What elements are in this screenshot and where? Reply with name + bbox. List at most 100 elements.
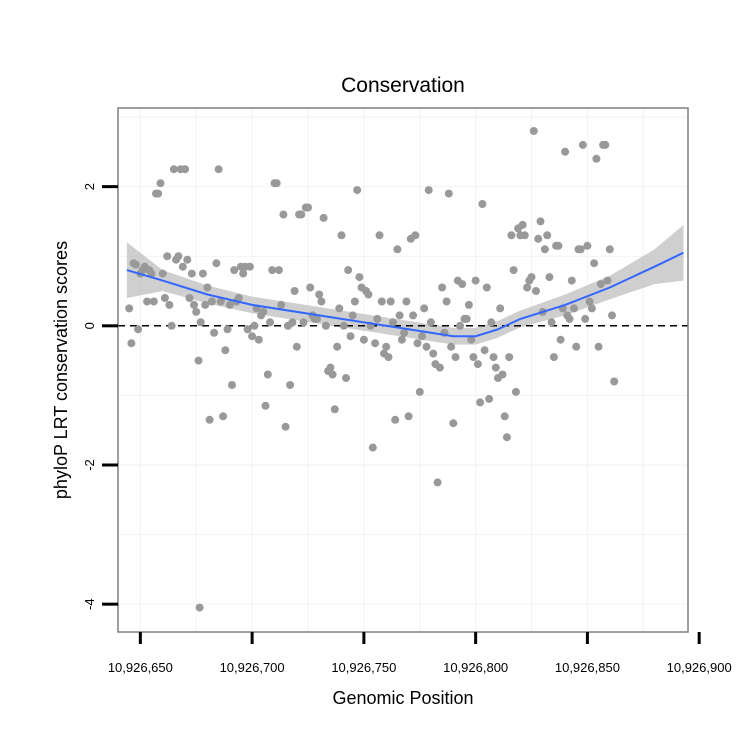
data-point xyxy=(424,186,433,195)
data-point xyxy=(234,294,243,302)
data-point xyxy=(328,370,337,379)
data-point xyxy=(339,321,348,330)
data-point xyxy=(413,339,422,348)
data-point xyxy=(592,154,601,163)
data-point xyxy=(368,443,377,452)
x-axis: 10,926,650 10,926,700 10,926,750 10,926,800… xyxy=(108,632,732,675)
data-point xyxy=(304,203,312,212)
data-point xyxy=(585,297,594,306)
data-point xyxy=(480,346,489,355)
trend-line xyxy=(126,251,684,338)
data-point xyxy=(154,189,163,198)
data-point xyxy=(375,231,384,240)
data-point xyxy=(545,273,554,282)
x-tick-label: 10,926,750 xyxy=(331,660,396,675)
data-point xyxy=(402,297,411,306)
data-point xyxy=(404,412,413,421)
data-point xyxy=(187,269,196,278)
data-point xyxy=(190,300,198,309)
data-point xyxy=(489,353,498,362)
data-point xyxy=(386,297,395,306)
data-point xyxy=(505,353,514,362)
data-point xyxy=(373,314,382,323)
data-point xyxy=(565,314,574,323)
data-point xyxy=(594,342,603,351)
data-point xyxy=(435,363,444,372)
data-point xyxy=(274,266,283,275)
data-point xyxy=(225,300,234,309)
data-point xyxy=(578,140,587,149)
data-point xyxy=(248,332,257,341)
y-tick-label: 0 xyxy=(82,322,97,329)
data-point xyxy=(198,269,207,278)
data-point xyxy=(587,304,596,313)
data-point xyxy=(192,307,201,316)
data-point xyxy=(210,328,219,337)
data-point xyxy=(346,332,355,341)
data-point xyxy=(268,266,277,275)
data-point xyxy=(143,297,152,306)
data-point xyxy=(487,318,496,327)
x-tick-label: 10,926,850 xyxy=(555,660,620,675)
data-point xyxy=(219,412,228,421)
data-point xyxy=(556,335,565,344)
data-point xyxy=(259,307,268,316)
data-point xyxy=(469,353,478,362)
data-point xyxy=(359,335,368,344)
data-point xyxy=(127,339,136,348)
data-point xyxy=(348,311,357,320)
y-tick-label: 2 xyxy=(82,183,97,190)
data-point xyxy=(478,200,487,208)
data-point xyxy=(330,405,339,414)
data-point xyxy=(476,398,485,407)
data-point xyxy=(471,276,480,285)
data-point xyxy=(523,283,532,292)
y-axis: -4 -2 0 2 xyxy=(82,183,118,610)
trend-line-layer xyxy=(126,251,684,338)
data-point xyxy=(335,304,344,313)
data-point xyxy=(183,255,192,264)
data-point xyxy=(134,325,143,334)
data-point xyxy=(581,314,590,323)
data-point xyxy=(418,332,426,341)
data-point xyxy=(447,342,456,351)
data-point xyxy=(272,179,281,188)
data-point xyxy=(554,241,563,250)
data-point xyxy=(507,231,516,240)
data-point xyxy=(610,377,619,386)
data-point xyxy=(415,387,424,396)
data-point xyxy=(532,287,540,295)
data-point xyxy=(409,311,418,320)
data-point xyxy=(527,273,536,282)
data-point xyxy=(254,335,263,344)
data-point xyxy=(518,220,527,229)
data-point xyxy=(583,241,592,250)
data-point xyxy=(214,165,223,174)
data-point xyxy=(279,210,288,219)
data-point xyxy=(534,234,543,243)
y-tick-label: -2 xyxy=(82,459,97,471)
data-point xyxy=(500,412,509,421)
data-point xyxy=(502,433,511,442)
data-point xyxy=(156,179,165,188)
data-point xyxy=(496,304,505,313)
data-point xyxy=(449,419,458,428)
data-point xyxy=(333,342,342,351)
data-point xyxy=(397,335,406,344)
data-point xyxy=(498,370,507,379)
data-point xyxy=(292,342,301,351)
data-point xyxy=(561,147,570,156)
data-point xyxy=(181,165,190,174)
x-axis-title: Genomic Position xyxy=(332,688,473,708)
data-point xyxy=(547,318,556,327)
data-point xyxy=(230,266,239,275)
data-point xyxy=(317,297,326,306)
data-point xyxy=(511,387,520,396)
data-point xyxy=(529,127,538,135)
data-point xyxy=(355,273,364,282)
data-point xyxy=(384,353,393,362)
data-point xyxy=(364,290,373,299)
data-point xyxy=(344,266,353,275)
data-point xyxy=(319,213,328,222)
x-tick-label: 10,926,800 xyxy=(443,660,508,675)
